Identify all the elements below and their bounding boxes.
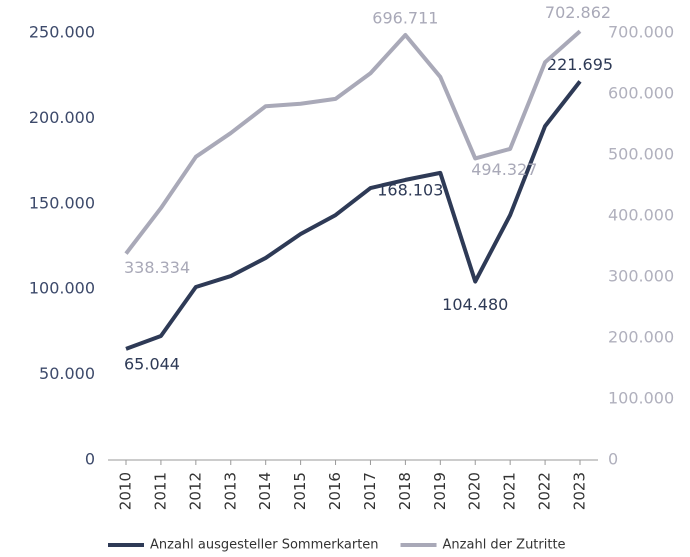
value-label: 696.711 [372, 9, 438, 28]
y2-tick-label: 400.000 [608, 206, 674, 225]
series-line [125, 80, 582, 351]
x-tick-label: 2016 [326, 472, 344, 510]
x-tick-label: 2014 [256, 472, 274, 510]
x-tick-label: 2022 [536, 472, 554, 510]
x-tick-label: 2021 [501, 472, 519, 510]
legend-label: Anzahl ausgesteller Sommerkarten [150, 538, 379, 553]
y2-tick-label: 200.000 [608, 328, 674, 347]
y-tick-label: 250.000 [29, 23, 95, 42]
y-tick-label: 200.000 [29, 108, 95, 127]
x-tick-label: 2023 [571, 472, 589, 510]
y-tick-label: 100.000 [29, 279, 95, 298]
x-tick-label: 2018 [396, 472, 414, 510]
y2-tick-label: 300.000 [608, 267, 674, 286]
value-label: 494.327 [471, 160, 537, 179]
y2-tick-label: 600.000 [608, 84, 674, 103]
value-label: 702.862 [545, 3, 611, 22]
value-label: 168.103 [377, 180, 443, 199]
value-label: 65.044 [124, 354, 180, 373]
x-tick-label: 2013 [221, 472, 239, 510]
value-label: 338.334 [124, 258, 190, 277]
value-label: 221.695 [547, 55, 613, 74]
x-tick-label: 2010 [117, 472, 135, 510]
y-tick-label: 0 [85, 450, 95, 469]
x-tick-label: 2017 [361, 472, 379, 510]
value-label: 104.480 [442, 295, 508, 314]
y2-tick-label: 500.000 [608, 145, 674, 164]
series-line [124, 29, 582, 255]
y-tick-label: 150.000 [29, 193, 95, 212]
y2-tick-label: 0 [608, 450, 618, 469]
x-tick-label: 2020 [466, 472, 484, 510]
x-tick-label: 2015 [291, 472, 309, 510]
x-tick-label: 2012 [186, 472, 204, 510]
y2-tick-label: 100.000 [608, 389, 674, 408]
x-tick-label: 2019 [431, 472, 449, 510]
y-tick-label: 50.000 [39, 364, 95, 383]
y2-tick-label: 700.000 [608, 23, 674, 42]
legend-label: Anzahl der Zutritte [443, 538, 566, 553]
x-tick-label: 2011 [151, 472, 169, 510]
